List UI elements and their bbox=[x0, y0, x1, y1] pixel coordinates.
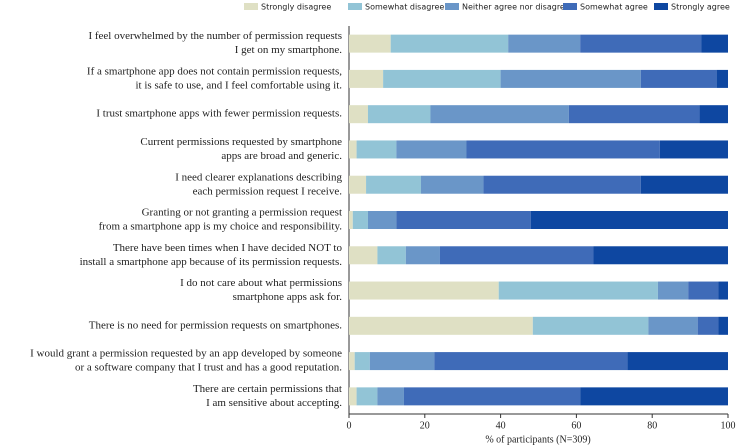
bar-segment bbox=[530, 211, 728, 229]
y-tick-label: I do not care about what permissions bbox=[180, 277, 342, 289]
bar-segment bbox=[349, 105, 368, 124]
bar-segment bbox=[421, 175, 484, 194]
bar-segment bbox=[430, 105, 569, 124]
bar-segment bbox=[466, 140, 660, 159]
legend-label: Somewhat agree bbox=[580, 3, 648, 12]
legend-label: Strongly agree bbox=[671, 3, 730, 12]
legend-swatch bbox=[244, 3, 258, 10]
bar-segment bbox=[580, 387, 728, 406]
bar-segment bbox=[718, 281, 728, 300]
bar-segment bbox=[377, 246, 406, 265]
y-tick-label: apps are broad and generic. bbox=[221, 150, 342, 162]
bar-segment bbox=[369, 352, 435, 371]
bar-segment bbox=[349, 140, 357, 159]
bar-segment bbox=[396, 140, 467, 159]
bar-segment bbox=[349, 316, 533, 335]
legend-label: Neither agree nor disagree bbox=[462, 3, 570, 12]
bar-segment bbox=[500, 69, 641, 88]
y-tick-label: each permission request I receive. bbox=[193, 185, 343, 197]
bar-segment bbox=[439, 246, 594, 265]
x-tick-label: 40 bbox=[496, 420, 506, 431]
legend-swatch bbox=[654, 3, 668, 10]
bar-segment bbox=[403, 387, 581, 406]
bar-segment bbox=[367, 105, 431, 124]
bar-segment bbox=[366, 175, 422, 194]
legend-swatch bbox=[348, 3, 362, 10]
y-tick-label: I would grant a permission requested by … bbox=[30, 348, 342, 360]
bar-segment bbox=[532, 316, 649, 335]
bar-segment bbox=[716, 69, 728, 88]
y-tick-label: There are certain permissions that bbox=[193, 383, 342, 395]
legend-label: Somewhat disagree bbox=[365, 3, 444, 12]
y-tick-label: Current permissions requested by smartph… bbox=[140, 136, 342, 148]
bar-segment bbox=[434, 352, 628, 371]
bar-segment bbox=[349, 211, 353, 229]
bar-segment bbox=[349, 175, 367, 194]
bar-segment bbox=[405, 246, 440, 265]
bar-segment bbox=[593, 246, 728, 265]
bar-segment bbox=[697, 316, 719, 335]
y-tick-label: I am sensitive about accepting. bbox=[206, 397, 342, 409]
bar-segment bbox=[627, 352, 728, 371]
y-tick-label: from a smartphone app is my choice and r… bbox=[99, 221, 343, 233]
y-tick-label: install a smartphone app because of its … bbox=[80, 256, 343, 268]
legend-label: Strongly disagree bbox=[261, 3, 331, 12]
bar-segment bbox=[699, 105, 728, 124]
bar-segment bbox=[356, 140, 397, 159]
bar-segment bbox=[688, 281, 719, 300]
bar-segment bbox=[367, 211, 397, 229]
bar-segment bbox=[349, 387, 357, 406]
bar-segment bbox=[377, 387, 404, 406]
y-tick-label: There have been times when I have decide… bbox=[113, 242, 343, 254]
bar-segment bbox=[483, 175, 641, 194]
y-tick-label: I trust smartphone apps with fewer permi… bbox=[96, 108, 342, 120]
bar-segment bbox=[349, 246, 378, 265]
bar-segment bbox=[349, 281, 499, 300]
bar-segment bbox=[354, 352, 370, 371]
bar-segment bbox=[349, 69, 384, 88]
x-tick-label: 20 bbox=[420, 420, 430, 431]
y-tick-label: Granting or not granting a permission re… bbox=[142, 207, 342, 219]
x-tick-label: 100 bbox=[721, 420, 736, 431]
bar-segment bbox=[349, 34, 391, 53]
y-tick-label: it is safe to use, and I feel comfortabl… bbox=[136, 79, 343, 91]
bar-segment bbox=[648, 316, 698, 335]
x-tick-label: 80 bbox=[647, 420, 657, 431]
y-tick-label: I need clearer explanations describing bbox=[175, 171, 342, 183]
bar-segment bbox=[640, 175, 728, 194]
bar-segment bbox=[640, 69, 717, 88]
legend-swatch bbox=[563, 3, 577, 10]
bar-segment bbox=[383, 69, 501, 88]
bar-segment bbox=[657, 281, 689, 300]
bar-segment bbox=[659, 140, 728, 159]
legend-swatch bbox=[445, 3, 459, 10]
y-tick-label: smartphone apps ask for. bbox=[233, 291, 343, 303]
bar-segment bbox=[356, 387, 378, 406]
bar-segment bbox=[498, 281, 658, 300]
x-axis-label: % of participants (N=309) bbox=[485, 434, 590, 445]
bar-segment bbox=[352, 211, 368, 229]
x-tick-label: 0 bbox=[347, 420, 352, 431]
bar-segment bbox=[718, 316, 728, 335]
y-tick-label: I get on my smartphone. bbox=[235, 44, 342, 56]
x-tick-label: 60 bbox=[571, 420, 581, 431]
y-tick-label: There is no need for permission requests… bbox=[89, 319, 342, 331]
y-tick-label: I feel overwhelmed by the number of perm… bbox=[88, 30, 342, 42]
bar-segment bbox=[396, 211, 531, 229]
bar-segment bbox=[580, 34, 702, 53]
y-tick-label: or a software company that I trust and h… bbox=[75, 362, 342, 374]
bar-segment bbox=[508, 34, 581, 53]
bar-segment bbox=[390, 34, 509, 53]
bar-segment bbox=[349, 352, 355, 371]
y-tick-label: If a smartphone app does not contain per… bbox=[87, 65, 342, 77]
bar-segment bbox=[568, 105, 700, 124]
bar-segment bbox=[701, 34, 728, 53]
